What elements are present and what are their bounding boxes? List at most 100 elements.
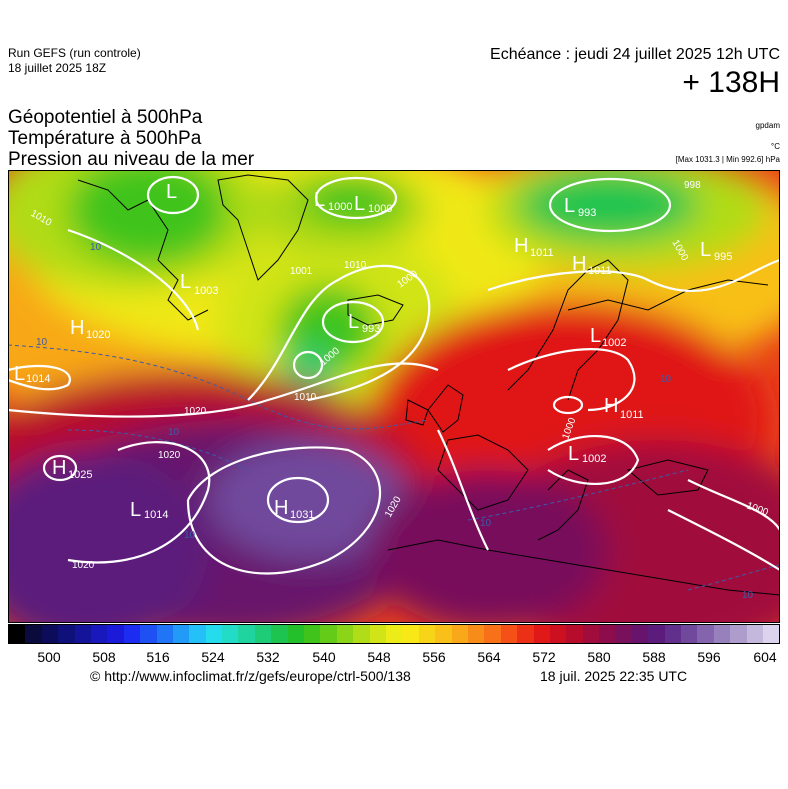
low-center: L 995 bbox=[700, 239, 732, 263]
colorbar-cell bbox=[631, 625, 649, 643]
colorbar-cell bbox=[746, 625, 763, 643]
colorbar-tick: 500 bbox=[37, 649, 61, 665]
svg-text:1000: 1000 bbox=[328, 201, 352, 213]
colorbar-tick: 516 bbox=[146, 649, 170, 665]
colorbar-cell bbox=[517, 625, 534, 643]
colorbar-cell bbox=[271, 625, 288, 643]
svg-text:H: H bbox=[274, 497, 288, 519]
isobar-label: 1010 bbox=[344, 260, 367, 271]
pressure-centers: L L 1000 L 1000 L 993 L 995 L 1003 L 993 H 1011… bbox=[14, 181, 732, 521]
temperature-label: 10 bbox=[36, 337, 48, 348]
temperature-label: 10 bbox=[480, 518, 492, 529]
svg-text:1011: 1011 bbox=[620, 409, 644, 421]
colorbar-cell bbox=[90, 625, 108, 643]
colorbar-tick: 604 bbox=[753, 649, 777, 665]
high-center: H 1025 bbox=[52, 457, 92, 481]
svg-text:995: 995 bbox=[714, 251, 732, 263]
run-name: Run GEFS (run controle) bbox=[8, 46, 141, 60]
low-center: L 1000 bbox=[354, 193, 392, 215]
low-center: L 1003 bbox=[180, 271, 218, 297]
isobars bbox=[8, 175, 780, 575]
svg-text:L: L bbox=[568, 443, 579, 465]
colorbar-cell bbox=[566, 625, 583, 643]
high-center: H 1011 bbox=[572, 253, 612, 277]
colorbar-tick: 556 bbox=[422, 649, 446, 665]
svg-text:H: H bbox=[52, 457, 66, 479]
colorbar-cell bbox=[41, 625, 59, 643]
isobar-label: 1010 bbox=[294, 392, 317, 403]
svg-text:L: L bbox=[348, 311, 359, 333]
title-geopotential: Géopotentiel à 500hPa bbox=[8, 107, 203, 128]
svg-text:1014: 1014 bbox=[144, 509, 168, 521]
colorbar-cell bbox=[140, 625, 157, 643]
colorbar-cell bbox=[648, 625, 665, 643]
svg-text:1031: 1031 bbox=[290, 509, 314, 521]
colorbar-cell bbox=[123, 625, 141, 643]
svg-text:H: H bbox=[604, 395, 618, 417]
svg-text:1014: 1014 bbox=[26, 373, 50, 385]
svg-text:L: L bbox=[700, 239, 711, 261]
colorbar-cell bbox=[353, 625, 370, 643]
svg-text:1020: 1020 bbox=[86, 329, 110, 341]
colorbar-tick: 596 bbox=[697, 649, 721, 665]
colorbar-cell bbox=[664, 625, 682, 643]
high-center: H 1011 bbox=[514, 235, 554, 259]
svg-text:H: H bbox=[514, 235, 528, 257]
colorbar-cell bbox=[172, 625, 190, 643]
colorbar-cell bbox=[582, 625, 600, 643]
colorbar-cell bbox=[533, 625, 550, 643]
low-center: L 1002 bbox=[590, 325, 626, 349]
svg-text:H: H bbox=[572, 253, 586, 275]
temperature-label: 10 bbox=[184, 530, 196, 541]
low-center: L bbox=[166, 181, 177, 203]
colorbar-cell bbox=[451, 625, 468, 643]
low-center: L 993 bbox=[564, 195, 596, 219]
colorbar-tick: 508 bbox=[92, 649, 116, 665]
svg-text:1011: 1011 bbox=[588, 265, 612, 277]
svg-text:L: L bbox=[14, 363, 25, 385]
svg-text:993: 993 bbox=[578, 207, 596, 219]
colorbar-cell bbox=[238, 625, 255, 643]
colorbar-cell bbox=[369, 625, 386, 643]
low-center: L 993 bbox=[348, 311, 380, 335]
svg-text:L: L bbox=[590, 325, 601, 347]
colorbar-cell bbox=[435, 625, 452, 643]
colorbar-cell bbox=[730, 625, 747, 643]
svg-text:L: L bbox=[180, 271, 191, 293]
generated-time: 18 juil. 2025 22:35 UTC bbox=[540, 668, 688, 684]
high-center: H 1031 bbox=[274, 497, 314, 521]
colorbar-tick: 580 bbox=[587, 649, 611, 665]
colorbar-cell bbox=[762, 625, 780, 643]
colorbar-cell bbox=[467, 625, 485, 643]
weather-map: 1010 1001 1010 1000 1000 1010 1020 1020 … bbox=[8, 170, 780, 623]
isobar-label: 1001 bbox=[290, 266, 313, 277]
temperature-label: 10 bbox=[90, 242, 102, 253]
svg-text:1011: 1011 bbox=[530, 247, 554, 259]
colorbar-cell bbox=[500, 625, 518, 643]
low-center: L 1014 bbox=[130, 499, 168, 521]
colorbar-tick: 588 bbox=[642, 649, 666, 665]
isobar-label: 1020 bbox=[72, 560, 95, 571]
colorbar-cell bbox=[484, 625, 501, 643]
colorbar-cell bbox=[336, 625, 354, 643]
source-url: © http://www.infoclimat.fr/z/gefs/europe… bbox=[90, 668, 411, 684]
colorbar-tick: 540 bbox=[312, 649, 336, 665]
high-center: H 1011 bbox=[604, 395, 644, 421]
isobar-label: 1020 bbox=[184, 406, 207, 417]
temperature-labels: 10 10 10 10 10 10 10 bbox=[36, 242, 754, 601]
lead-time: + 138H bbox=[682, 66, 780, 99]
svg-text:L: L bbox=[166, 181, 177, 203]
low-center: L 1014 bbox=[14, 363, 50, 385]
colorbar bbox=[8, 624, 780, 644]
svg-text:1002: 1002 bbox=[602, 337, 626, 349]
colorbar-cell bbox=[304, 625, 321, 643]
low-center: L 1002 bbox=[568, 443, 606, 465]
colorbar-cell bbox=[418, 625, 436, 643]
colorbar-tick: 532 bbox=[256, 649, 280, 665]
colorbar-cell bbox=[205, 625, 223, 643]
run-date: 18 juillet 2025 18Z bbox=[8, 61, 107, 75]
colorbar-cell bbox=[549, 625, 567, 643]
svg-text:L: L bbox=[564, 195, 575, 217]
colorbar-cell bbox=[254, 625, 272, 643]
colorbar-tick: 524 bbox=[201, 649, 225, 665]
